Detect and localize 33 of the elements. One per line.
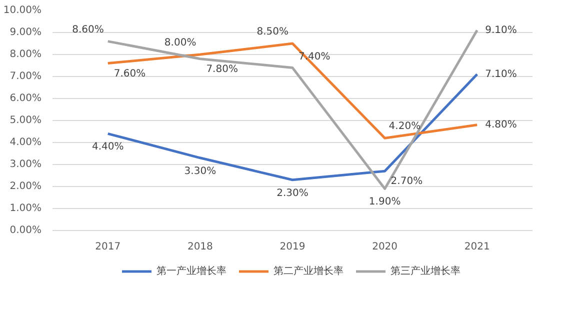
- legend-label: 第一产业增长率: [156, 264, 226, 278]
- y-tick-label: 7.00%: [10, 71, 42, 82]
- y-tick-label: 5.00%: [10, 115, 42, 126]
- data-label: 2.30%: [276, 188, 308, 199]
- x-tick-label: 2019: [280, 242, 306, 252]
- x-tick-label: 2020: [372, 242, 398, 252]
- data-label: 9.10%: [485, 24, 517, 36]
- data-label: 1.90%: [368, 196, 401, 208]
- y-tick-label: 0.00%: [10, 225, 42, 236]
- data-label: 2.70%: [390, 176, 423, 188]
- data-label: 3.30%: [184, 166, 216, 177]
- legend-label: 第二产业增长率: [274, 264, 344, 278]
- x-tick-label: 2017: [95, 242, 121, 252]
- data-label: 7.10%: [485, 68, 517, 80]
- y-tick-label: 4.00%: [10, 137, 42, 148]
- y-tick-label: 1.00%: [10, 203, 42, 214]
- y-tick-label: 8.00%: [10, 49, 42, 60]
- data-label: 7.80%: [206, 64, 238, 75]
- data-label: 7.60%: [114, 68, 146, 80]
- data-label: 8.00%: [164, 38, 196, 48]
- x-tick-label: 2021: [464, 242, 490, 252]
- x-tick-label: 2018: [187, 242, 213, 252]
- data-label: 4.40%: [92, 142, 124, 153]
- legend-label: 第三产业增长率: [390, 264, 460, 278]
- data-label: 4.80%: [485, 119, 517, 130]
- data-label: 8.50%: [256, 26, 289, 38]
- data-label: 4.20%: [388, 121, 421, 132]
- y-tick-label: 10.00%: [3, 5, 42, 16]
- y-tick-label: 2.00%: [10, 181, 42, 192]
- y-tick-label: 3.00%: [10, 159, 42, 170]
- data-label: 8.60%: [72, 24, 104, 36]
- y-tick-label: 9.00%: [10, 27, 42, 38]
- y-tick-label: 6.00%: [10, 93, 42, 104]
